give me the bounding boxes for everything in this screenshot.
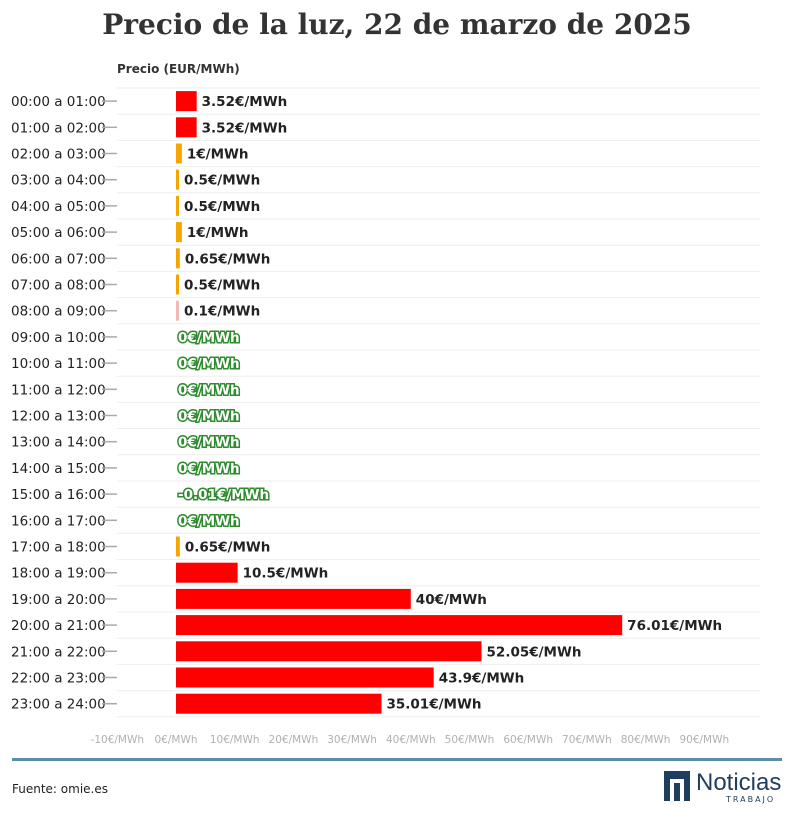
data-label: 0.5€/MWh: [184, 199, 260, 215]
category-label: 21:00 a 22:00: [11, 644, 106, 660]
category-label: 11:00 a 12:00: [11, 382, 106, 398]
category-label: 03:00 a 04:00: [11, 173, 106, 189]
data-label: 0€/MWh: [178, 461, 240, 477]
bar: [176, 615, 623, 636]
category-label: 08:00 a 09:00: [11, 304, 106, 320]
bar: [176, 641, 482, 662]
category-label: 05:00 a 06:00: [11, 225, 106, 241]
data-label: 0€/MWh: [178, 330, 240, 346]
data-label: 0€/MWh: [178, 513, 240, 529]
data-label: 0€/MWh: [178, 356, 240, 372]
x-tick-label: 20€/MWh: [269, 734, 319, 746]
x-tick-label: 30€/MWh: [327, 734, 377, 746]
data-label: 43.9€/MWh: [439, 671, 525, 687]
category-label: 06:00 a 07:00: [11, 251, 106, 267]
x-tick-label: 40€/MWh: [386, 734, 436, 746]
data-label: 0€/MWh: [178, 382, 240, 398]
category-label: 23:00 a 24:00: [11, 697, 106, 713]
data-label: 52.05€/MWh: [487, 644, 582, 660]
data-label: 0€/MWh: [178, 409, 240, 425]
data-label: 40€/MWh: [416, 592, 487, 608]
category-label: 14:00 a 15:00: [11, 461, 106, 477]
x-tick-label: -10€/MWh: [91, 734, 144, 746]
x-tick-label: 90€/MWh: [679, 734, 729, 746]
category-label: 10:00 a 11:00: [11, 356, 106, 372]
category-label: 07:00 a 08:00: [11, 278, 106, 294]
x-tick-label: 60€/MWh: [503, 734, 553, 746]
bar: [176, 300, 179, 321]
data-label: 76.01€/MWh: [627, 618, 722, 634]
x-tick-label: 70€/MWh: [562, 734, 612, 746]
bar: [176, 274, 179, 295]
data-label: 0€/MWh: [178, 435, 240, 451]
x-tick-label: 50€/MWh: [445, 734, 495, 746]
bar: [176, 195, 179, 216]
data-label: 3.52€/MWh: [202, 94, 288, 110]
category-label: 02:00 a 03:00: [11, 147, 106, 163]
category-label: 04:00 a 05:00: [11, 199, 106, 215]
data-label: 0.65€/MWh: [185, 540, 271, 556]
category-label: 12:00 a 13:00: [11, 409, 106, 425]
data-label: 10.5€/MWh: [243, 566, 329, 582]
noticias-trabajo-logo[interactable]: Noticias TRABAJO: [664, 769, 786, 805]
bar: [176, 588, 411, 609]
data-label: 0.5€/MWh: [184, 278, 260, 294]
bar: [176, 222, 182, 243]
chart-title: Precio de la luz, 22 de marzo de 2025: [102, 8, 692, 41]
category-label: 20:00 a 21:00: [11, 618, 106, 634]
category-label: 17:00 a 18:00: [11, 540, 106, 556]
y-axis-label: Precio (EUR/MWh): [117, 62, 240, 76]
category-label: 09:00 a 10:00: [11, 330, 106, 346]
bar: [176, 536, 180, 557]
data-label: 0.5€/MWh: [184, 173, 260, 189]
bar: [176, 143, 182, 164]
footer-divider: [12, 758, 782, 761]
bar: [176, 693, 382, 714]
bar: [176, 562, 238, 583]
data-label: 35.01€/MWh: [387, 697, 482, 713]
data-label: 0.1€/MWh: [184, 304, 260, 320]
source-text: Fuente: omie.es: [12, 782, 108, 796]
category-label: 19:00 a 20:00: [11, 592, 106, 608]
bar: [176, 117, 197, 138]
bar: [176, 91, 197, 112]
bar: [176, 667, 434, 688]
data-label: 1€/MWh: [187, 225, 249, 241]
data-label: 1€/MWh: [187, 147, 249, 163]
category-label: 16:00 a 17:00: [11, 513, 106, 529]
x-tick-label: 0€/MWh: [155, 734, 198, 746]
x-tick-label: 10€/MWh: [210, 734, 260, 746]
category-label: 18:00 a 19:00: [11, 566, 106, 582]
category-label: 01:00 a 02:00: [11, 120, 106, 136]
data-label: 3.52€/MWh: [202, 120, 288, 136]
category-label: 22:00 a 23:00: [11, 671, 106, 687]
logo-name: Noticias: [696, 769, 782, 796]
logo-subtitle: TRABAJO: [726, 795, 776, 804]
x-tick-label: 80€/MWh: [621, 734, 671, 746]
data-label: 0.65€/MWh: [185, 251, 271, 267]
category-label: 15:00 a 16:00: [11, 487, 106, 503]
data-label: -0.01€/MWh: [178, 487, 269, 503]
bar: [176, 169, 179, 190]
logo-mark-icon: [664, 771, 690, 801]
bar-chart: -10€/MWh 0€/MWh 10€/MWh 20€/MWh 30€/MWh 40€/M…: [11, 87, 760, 746]
category-label: 13:00 a 14:00: [11, 435, 106, 451]
bar: [176, 248, 180, 269]
category-label: 00:00 a 01:00: [11, 94, 106, 110]
